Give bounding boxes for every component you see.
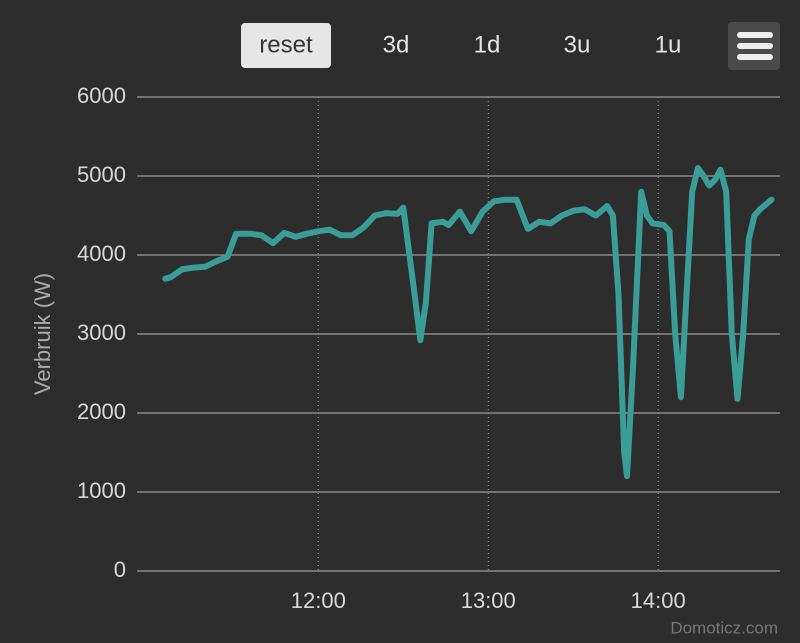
y-axis-label: Verbruik (W) (30, 273, 55, 395)
menu-bar (737, 32, 773, 38)
x-tick-label: 12:00 (291, 588, 346, 613)
toolbar-button[interactable]: reset (259, 31, 313, 58)
watermark: Domoticz.com (670, 618, 778, 637)
x-tick-label: 13:00 (461, 588, 516, 613)
toolbar-button[interactable]: 3u (564, 31, 591, 58)
toolbar-button[interactable]: 3d (383, 31, 410, 58)
y-tick-label: 4000 (77, 241, 126, 266)
x-tick-label: 14:00 (631, 588, 686, 613)
y-tick-label: 5000 (77, 162, 126, 187)
button-bg[interactable] (241, 23, 331, 68)
menu-button[interactable] (728, 22, 780, 70)
menu-bar (737, 54, 773, 60)
y-tick-label: 1000 (77, 478, 126, 503)
y-tick-label: 0 (114, 557, 126, 582)
y-tick-label: 2000 (77, 399, 126, 424)
y-tick-label: 3000 (77, 320, 126, 345)
toolbar: reset 3d 1d 3u 1u (241, 23, 681, 68)
data-line (162, 165, 775, 480)
menu-bar (737, 43, 773, 49)
y-tick-label: 6000 (77, 83, 126, 108)
toolbar-button[interactable]: 1u (655, 31, 682, 58)
toolbar-button[interactable]: 1d (474, 31, 501, 58)
